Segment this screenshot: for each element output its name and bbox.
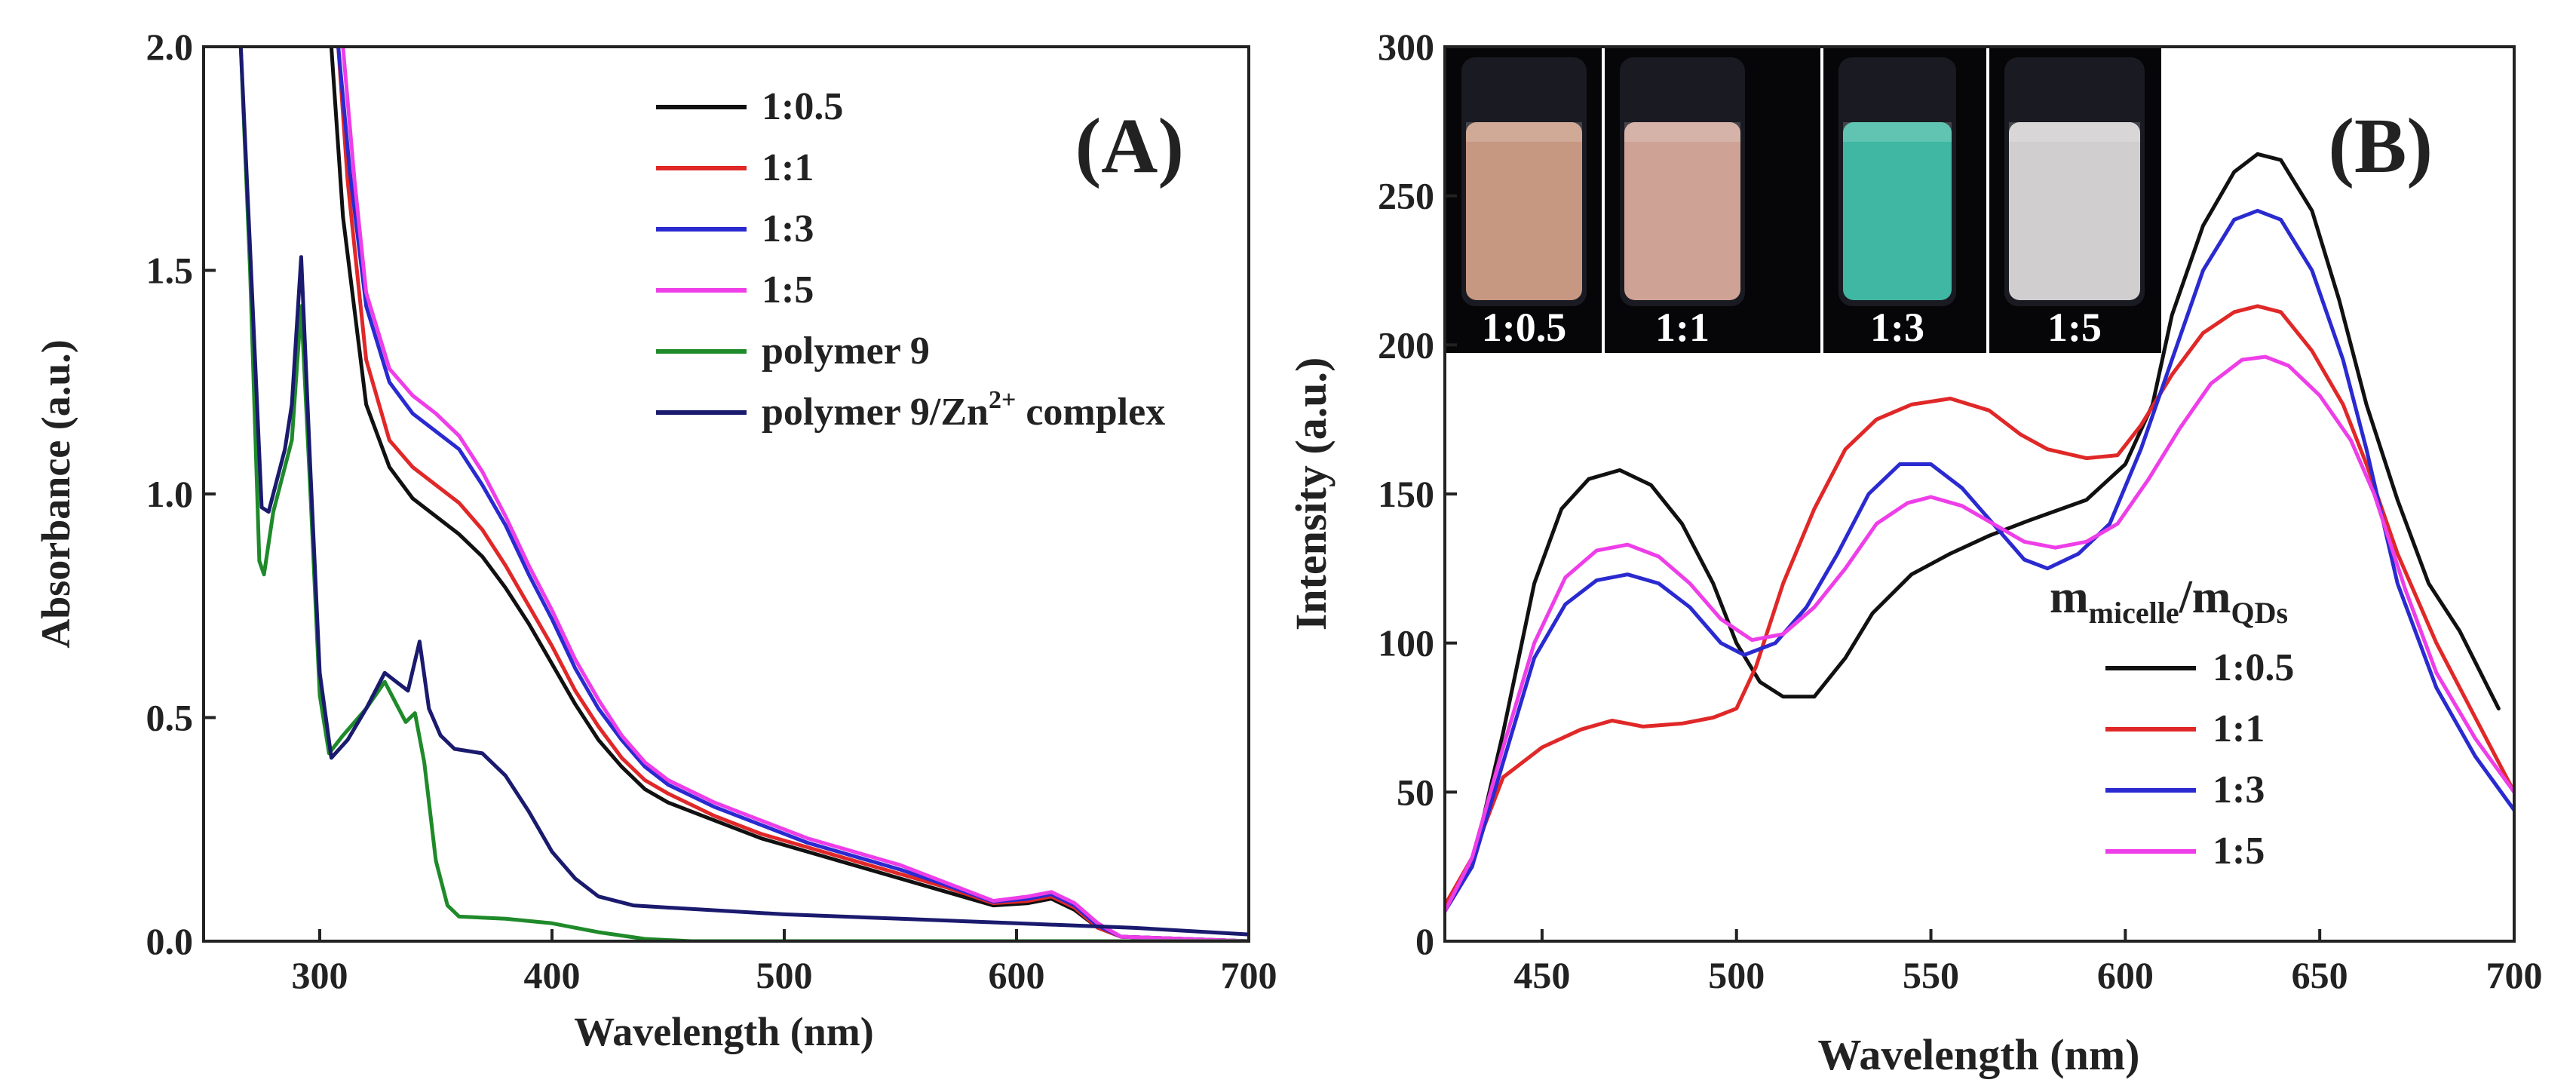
panel-a-series	[238, 47, 1249, 941]
vial-liquid	[2009, 122, 2140, 300]
panel-b-plot-area: 1:0.5 1:1 1:3 1:5 450 500 550 600 650 700 0 50 100 1…	[1378, 26, 2543, 996]
vial-liquid	[1466, 122, 1582, 300]
legend-label-text: 1:3	[2213, 768, 2265, 811]
panel-b-series-1-0-5	[1445, 152, 2501, 908]
panel-b-y-tick-label: 200	[1378, 324, 1434, 366]
panel-a-series-polymer-9	[238, 47, 1249, 941]
panel-b-ticks: 450 500 550 600 650 700 0 50 100 150 200 250 300	[1378, 26, 2543, 996]
panel-a-x-tick-label: 700	[1221, 954, 1277, 996]
panel-b-y-tick-label: 250	[1378, 175, 1434, 217]
panel-a-y-tick-label: 0.5	[146, 697, 194, 739]
panel-a-x-tick-label: 600	[989, 954, 1045, 996]
panel-b-x-axis-label: Wavelength (nm)	[1818, 1030, 2140, 1079]
vial-liquid	[1624, 122, 1740, 300]
panel-a-series-1-1	[336, 47, 1249, 941]
panel-a: 300 400 500 600 700 0.0 0.5 1.0 1.5 2.0 (A) Wavel…	[33, 26, 1277, 1054]
panel-b-x-tick-label: 600	[2097, 954, 2154, 996]
vial-photo-inset: 1:0.5 1:1 1:3 1:5	[1445, 47, 2161, 353]
vial-1-1: 1:1	[1620, 57, 1745, 350]
legend-label-text: polymer 9/Zn	[762, 391, 989, 434]
legend-title-sub-qds: QDs	[2231, 596, 2288, 630]
panel-a-x-tick-label: 400	[524, 954, 581, 996]
legend-label-text: 1:0.5	[762, 85, 843, 128]
vial-label: 1:0.5	[1482, 305, 1566, 350]
panel-b-y-tick-label: 100	[1378, 622, 1434, 664]
panel-a-y-axis-label: Absorbance (a.u.)	[33, 339, 78, 649]
panel-b-y-tick-label: 150	[1378, 473, 1434, 515]
panel-b-label: (B)	[2328, 103, 2433, 189]
legend-label-text: 1:0.5	[2213, 646, 2294, 689]
panel-b-y-tick-label: 50	[1397, 771, 1434, 813]
panel-a-legend-label: 1:0.5	[762, 85, 843, 128]
legend-label-superscript: 2+	[989, 386, 1016, 414]
panel-a-legend-label: 1:5	[762, 268, 814, 311]
legend-label-text: 1:5	[762, 268, 814, 311]
panel-b-legend-title: mmicelle/mQDs	[2050, 572, 2288, 630]
panel-a-x-axis-label: Wavelength (nm)	[574, 1009, 874, 1054]
legend-label-text: 1:3	[762, 207, 814, 250]
panel-a-series-1-0-5	[329, 47, 1249, 941]
vial-1-5: 1:5	[2004, 57, 2145, 350]
panel-b-x-tick-label: 450	[1513, 954, 1570, 996]
legend-label-text: 1:5	[2213, 830, 2265, 873]
panel-b: 1:0.5 1:1 1:3 1:5 450 500 550 600 650 700 0 50 100 1…	[1286, 26, 2543, 1079]
panel-a-series-1-5	[341, 47, 1249, 941]
panel-b-legend-label: 1:0.5	[2213, 646, 2294, 689]
legend-title-m: m	[2050, 572, 2089, 623]
panel-a-ticks: 300 400 500 600 700 0.0 0.5 1.0 1.5 2.0	[146, 26, 1277, 996]
panel-b-series-1-1	[1445, 304, 2514, 908]
panel-a-legend-label: 1:3	[762, 207, 814, 250]
panel-b-legend-label: 1:1	[2213, 707, 2265, 750]
inset-vials: 1:0.5 1:1 1:3 1:5	[1461, 47, 2145, 353]
panel-a-legend: 1:0.5 1:1 1:3 1:5 polymer 9 polymer 9/Zn2+ co…	[656, 85, 1165, 434]
panel-b-y-tick-label: 300	[1378, 26, 1434, 68]
vial-meniscus	[1466, 122, 1582, 142]
panel-a-legend-label: 1:1	[762, 146, 814, 189]
vial-label: 1:5	[2047, 305, 2102, 350]
panel-b-y-axis-label: Intensity (a.u.)	[1286, 357, 1336, 631]
panel-b-series-1-3	[1445, 208, 2514, 913]
vial-meniscus	[2009, 122, 2140, 142]
panel-a-y-tick-label: 1.0	[146, 473, 194, 515]
panel-a-legend-label: polymer 9/Zn2+ complex	[762, 386, 1165, 434]
panel-a-series-polymer-9-zn2-complex	[238, 47, 1249, 937]
vial-1-3: 1:3	[1838, 57, 1956, 350]
panel-a-series-1-3	[336, 47, 1249, 941]
legend-label-text: 1:1	[2213, 707, 2265, 750]
panel-b-x-tick-label: 550	[1903, 954, 1959, 996]
panel-b-y-tick-label: 0	[1415, 920, 1434, 962]
panel-b-x-tick-label: 650	[2292, 954, 2348, 996]
panel-b-legend: 1:0.5 1:1 1:3 1:5	[2105, 646, 2294, 873]
vial-1-0-5: 1:0.5	[1461, 57, 1587, 350]
panel-a-plot-area: 300 400 500 600 700 0.0 0.5 1.0 1.5 2.0	[146, 26, 1277, 996]
panel-b-x-tick-label: 500	[1708, 954, 1765, 996]
legend-label-text: polymer 9	[762, 330, 930, 373]
panel-a-x-tick-label: 300	[292, 954, 348, 996]
legend-label-tail: complex	[1016, 391, 1165, 434]
panel-b-legend-label: 1:3	[2213, 768, 2265, 811]
panel-a-label: (A)	[1075, 103, 1184, 189]
vial-meniscus	[1624, 122, 1740, 142]
panel-b-series	[1445, 152, 2514, 913]
panel-a-legend-label: polymer 9	[762, 330, 930, 373]
vial-label: 1:3	[1870, 305, 1924, 350]
legend-title-sub-micelle: micelle	[2089, 596, 2179, 630]
panel-b-x-tick-label: 700	[2486, 954, 2543, 996]
legend-title-slash: /m	[2179, 572, 2231, 623]
panel-a-y-tick-label: 1.5	[146, 250, 194, 292]
legend-label-text: 1:1	[762, 146, 814, 189]
vial-label: 1:1	[1655, 305, 1710, 350]
vial-liquid	[1843, 122, 1952, 300]
panel-a-y-tick-label: 2.0	[146, 26, 194, 68]
panel-a-y-tick-label: 0.0	[146, 920, 194, 962]
panel-b-legend-label: 1:5	[2213, 830, 2265, 873]
vial-meniscus	[1843, 122, 1952, 142]
panel-a-x-tick-label: 500	[756, 954, 813, 996]
panel-b-series-1-5	[1445, 354, 2514, 913]
